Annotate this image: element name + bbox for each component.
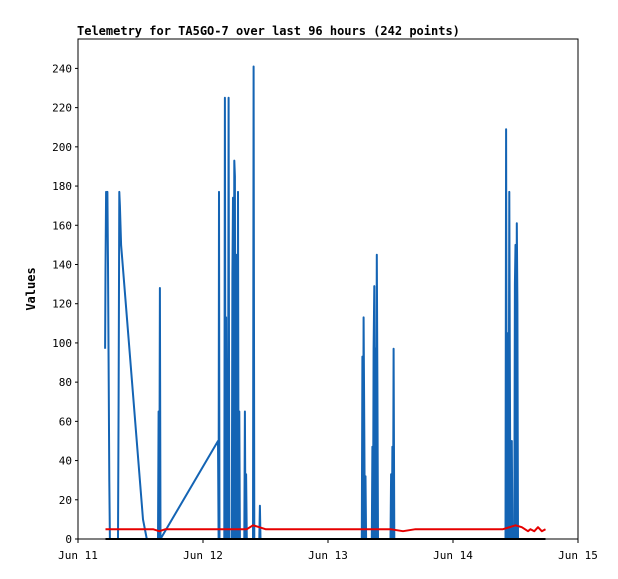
y-tick-label: 40 (59, 455, 72, 468)
plot-area (77, 38, 579, 540)
y-tick-label: 20 (59, 494, 72, 507)
x-tick-label: Jun 15 (558, 549, 598, 562)
x-tick-label: Jun 12 (183, 549, 223, 562)
chart-title: Telemetry for TA5GO-7 over last 96 hours… (77, 24, 460, 38)
y-tick-label: 0 (65, 533, 72, 546)
y-tick-label: 120 (52, 298, 72, 311)
series-line (104, 65, 520, 540)
x-tick-label: Jun 13 (308, 549, 348, 562)
series-group (104, 65, 546, 540)
y-tick-label: 60 (59, 415, 72, 428)
y-tick-label: 220 (52, 102, 72, 115)
y-tick-label: 100 (52, 337, 72, 350)
x-tick-label: Jun 14 (433, 549, 473, 562)
x-axis-ticks: Jun 11 Jun 12 Jun 13 Jun 14 Jun 15 (58, 539, 598, 562)
y-tick-label: 80 (59, 376, 72, 389)
y-axis-ticks: 0 20 40 60 80 100 120 140 160 180 200 220 240 (52, 62, 78, 546)
y-tick-label: 160 (52, 219, 72, 232)
y-tick-label: 180 (52, 180, 72, 193)
y-axis-label: Values (24, 267, 38, 310)
y-tick-label: 140 (52, 258, 72, 271)
series-line (105, 524, 546, 533)
y-tick-label: 200 (52, 141, 72, 154)
x-tick-label: Jun 11 (58, 549, 98, 562)
y-tick-label: 240 (52, 62, 72, 75)
